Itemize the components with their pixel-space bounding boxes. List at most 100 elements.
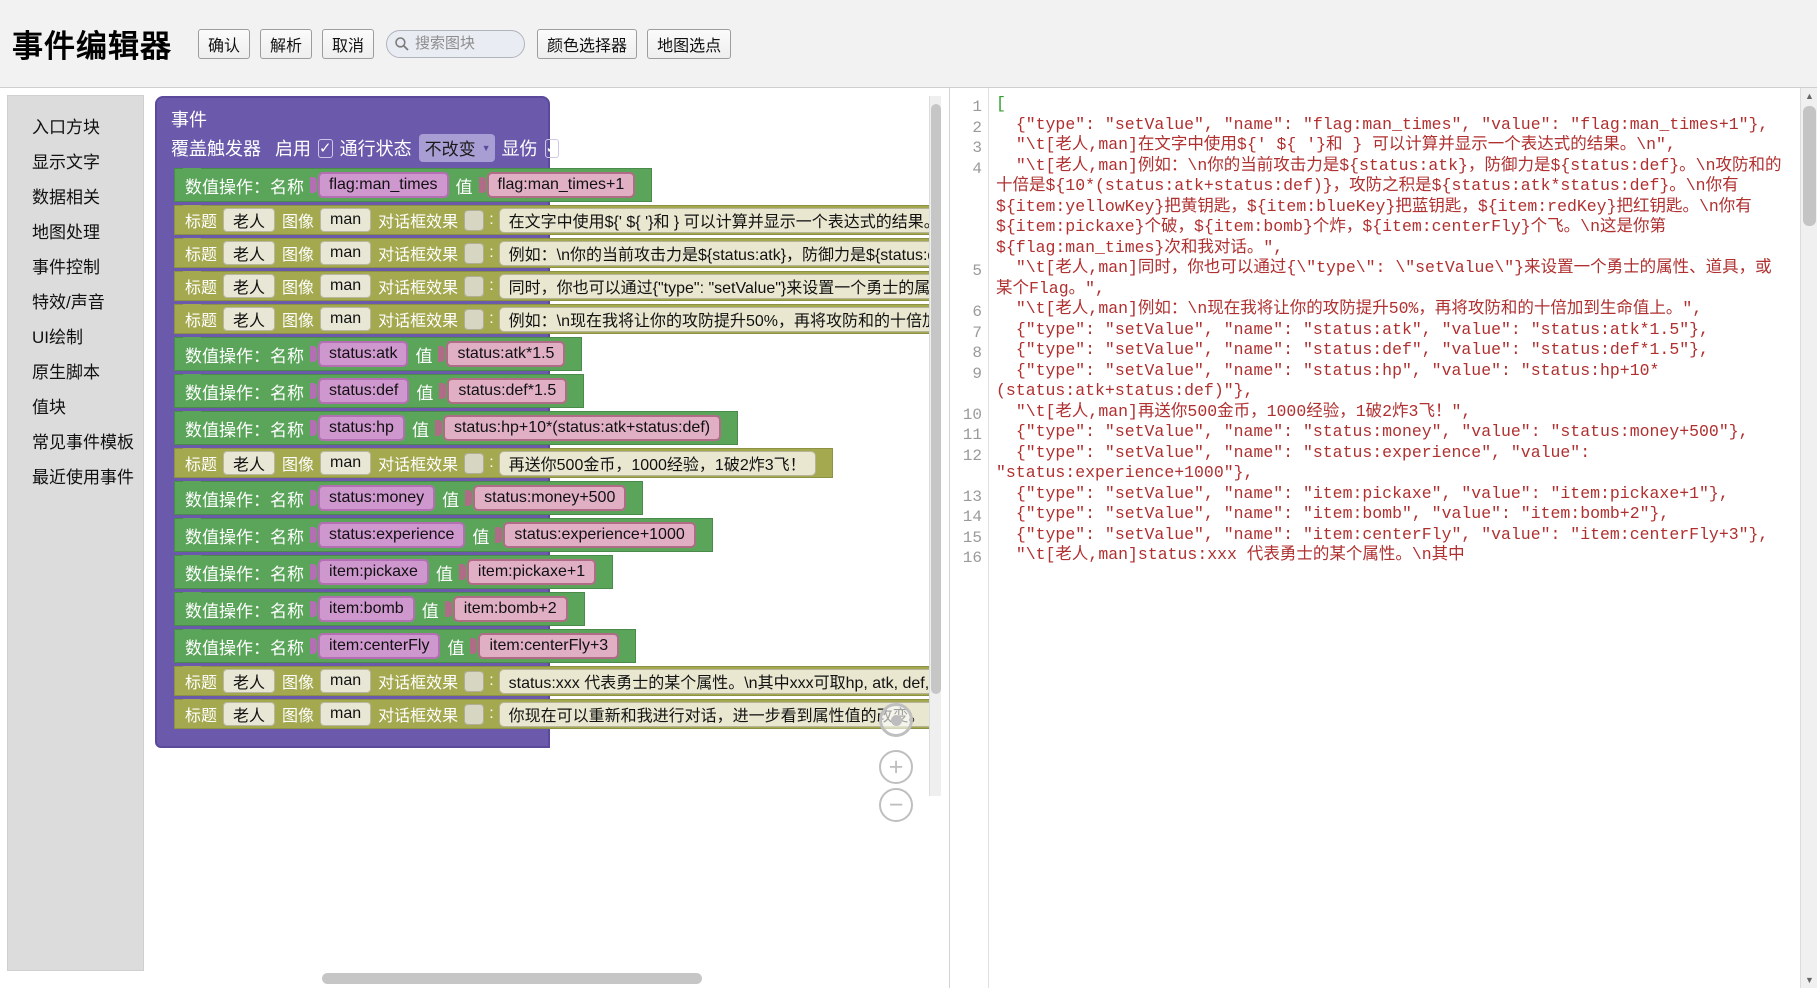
message-field[interactable]: 再送你500金币，1000经验，1破2炸3飞！ bbox=[498, 450, 816, 476]
pass-state-dropdown[interactable]: 不改变 ▼ bbox=[418, 134, 495, 162]
num-op-value-field[interactable]: flag:man_times+1 bbox=[486, 172, 636, 198]
event-root-block[interactable]: 事件 覆盖触发器 启用 ✓ 通行状态 不改变 ▼ 显伤 ✓ 数值操作：名称 fla… bbox=[155, 96, 941, 748]
num-op-value-field[interactable]: status:experience+1000 bbox=[503, 522, 696, 548]
color-picker-button[interactable]: 颜色选择器 bbox=[537, 28, 638, 59]
workspace-horizontal-scrollbar[interactable] bbox=[322, 973, 702, 984]
image-field[interactable]: man bbox=[320, 274, 372, 298]
show-text-block[interactable]: 标题 老人 图像 man 对话框效果: 例如：\n你的当前攻击力是${status:atk… bbox=[174, 238, 941, 268]
confirm-button[interactable]: 确认 bbox=[198, 28, 251, 59]
num-op-name-field[interactable]: flag:man_times bbox=[318, 172, 449, 198]
show-text-block[interactable]: 标题 老人 图像 man 对话框效果: 你现在可以重新和我进行对话，进一步看到属性值的改变… bbox=[174, 699, 941, 729]
box-effect-toggle[interactable] bbox=[464, 670, 485, 692]
box-effect-toggle[interactable] bbox=[464, 452, 485, 474]
search-box[interactable] bbox=[386, 29, 526, 58]
sidebar-item-entry-block[interactable]: 入口方块 bbox=[32, 118, 100, 137]
num-op-block[interactable]: 数值操作：名称 item:centerFly 值 item:centerFly+3 bbox=[174, 629, 637, 663]
speaker-field[interactable]: 老人 bbox=[223, 669, 276, 693]
sidebar-item-ui-draw[interactable]: UI绘制 bbox=[32, 328, 83, 347]
show-text-block[interactable]: 标题 老人 图像 man 对话框效果: 再送你500金币，1000经验，1破2炸3飞！ bbox=[174, 448, 833, 478]
message-field[interactable]: 在文字中使用${' ${ '}和 } 可以计算并显示一个表达式的结果。\n bbox=[498, 207, 941, 233]
sidebar-item-templates[interactable]: 常见事件模板 bbox=[32, 433, 134, 452]
num-op-name-field[interactable]: status:money bbox=[318, 485, 436, 511]
num-op-name-field[interactable]: item:bomb bbox=[318, 596, 415, 622]
num-op-block[interactable]: 数值操作：名称 flag:man_times 值 flag:man_times+1 bbox=[174, 168, 653, 202]
show-text-block[interactable]: 标题 老人 图像 man 对话框效果: 同时，你也可以通过{"type": "setVal… bbox=[174, 271, 941, 301]
message-field[interactable]: 同时，你也可以通过{"type": "setValue"}来设置一个勇士的属性、… bbox=[498, 273, 941, 299]
image-field[interactable]: man bbox=[320, 208, 372, 232]
num-op-value-field[interactable]: item:pickaxe+1 bbox=[466, 559, 597, 585]
num-op-block[interactable]: 数值操作：名称 item:pickaxe 值 item:pickaxe+1 bbox=[174, 555, 614, 589]
box-effect-toggle[interactable] bbox=[464, 242, 485, 264]
num-op-name-field[interactable]: status:atk bbox=[318, 341, 409, 367]
json-preview-panel[interactable]: 1 2 3 4 5 6 7 8 9 10 11 12 13 14 15 16 [ {"type": "setV… bbox=[949, 88, 1817, 988]
image-field[interactable]: man bbox=[320, 669, 372, 693]
box-effect-toggle[interactable] bbox=[464, 703, 485, 725]
num-op-value-field[interactable]: status:money+500 bbox=[473, 485, 627, 511]
sidebar-item-data[interactable]: 数据相关 bbox=[32, 188, 100, 207]
sidebar-item-event-control[interactable]: 事件控制 bbox=[32, 258, 100, 277]
sidebar-item-effects-sound[interactable]: 特效/声音 bbox=[32, 293, 105, 312]
message-field[interactable]: 例如：\n你的当前攻击力是${status:atk}，防御力是${status:… bbox=[498, 240, 941, 266]
num-op-block[interactable]: 数值操作：名称 item:bomb 值 item:bomb+2 bbox=[174, 592, 585, 626]
recenter-icon[interactable] bbox=[879, 703, 913, 737]
damage-checkbox[interactable]: ✓ bbox=[544, 138, 560, 158]
speaker-field[interactable]: 老人 bbox=[223, 702, 276, 726]
parse-button[interactable]: 解析 bbox=[260, 28, 313, 59]
blockly-workspace[interactable]: 事件 覆盖触发器 启用 ✓ 通行状态 不改变 ▼ 显伤 ✓ 数值操作：名称 fla… bbox=[146, 88, 941, 988]
show-text-block[interactable]: 标题 老人 图像 man 对话框效果: 在文字中使用${' ${ '}和 } 可以计算并显… bbox=[174, 205, 941, 235]
box-effect-toggle[interactable] bbox=[464, 275, 485, 297]
speaker-field[interactable]: 老人 bbox=[223, 451, 276, 475]
num-op-value-field[interactable]: item:bomb+2 bbox=[452, 596, 568, 622]
scroll-down-icon[interactable]: ▼ bbox=[1801, 972, 1817, 988]
json-code-text[interactable]: [ {"type": "setValue", "name": "flag:man… bbox=[990, 88, 1795, 988]
speaker-field[interactable]: 老人 bbox=[223, 241, 276, 265]
map-point-button[interactable]: 地图选点 bbox=[647, 28, 732, 59]
num-op-block[interactable]: 数值操作：名称 status:def 值 status:def*1.5 bbox=[174, 374, 585, 408]
speaker-field[interactable]: 老人 bbox=[223, 307, 276, 331]
scroll-up-icon[interactable]: ▲ bbox=[1801, 88, 1817, 104]
sidebar-item-recent[interactable]: 最近使用事件 bbox=[32, 468, 134, 487]
speaker-field[interactable]: 老人 bbox=[223, 208, 276, 232]
num-op-name-field[interactable]: status:def bbox=[318, 378, 410, 404]
scrollbar-thumb[interactable] bbox=[931, 104, 941, 694]
message-field[interactable]: 你现在可以重新和我进行对话，进一步看到属性值的改变。 bbox=[498, 701, 935, 727]
sidebar-item-value-block[interactable]: 值块 bbox=[32, 398, 66, 417]
json-vertical-scrollbar[interactable]: ▲ ▼ bbox=[1800, 88, 1817, 988]
num-op-name-field[interactable]: status:hp bbox=[318, 415, 405, 441]
zoom-in-button[interactable]: + bbox=[879, 750, 913, 784]
search-input[interactable] bbox=[413, 34, 518, 53]
sidebar-item-map[interactable]: 地图处理 bbox=[32, 223, 100, 242]
speaker-field[interactable]: 老人 bbox=[223, 274, 276, 298]
show-text-block[interactable]: 标题 老人 图像 man 对话框效果: 例如：\n现在我将让你的攻防提升50%，再将攻防和… bbox=[174, 304, 941, 334]
num-op-block[interactable]: 数值操作：名称 status:money 值 status:money+500 bbox=[174, 481, 644, 515]
scrollbar-thumb[interactable] bbox=[1803, 106, 1816, 226]
sidebar-item-native-script[interactable]: 原生脚本 bbox=[32, 363, 100, 382]
num-op-name-field[interactable]: item:pickaxe bbox=[318, 559, 429, 585]
num-op-name-field[interactable]: status:experience bbox=[318, 522, 466, 548]
num-op-value-field[interactable]: status:def*1.5 bbox=[447, 378, 568, 404]
sidebar-item-show-text[interactable]: 显示文字 bbox=[32, 153, 100, 172]
zoom-out-button[interactable]: − bbox=[879, 788, 913, 822]
num-op-name-field[interactable]: item:centerFly bbox=[318, 633, 441, 659]
cancel-button[interactable]: 取消 bbox=[322, 28, 375, 59]
workspace-vertical-scrollbar[interactable] bbox=[929, 96, 941, 796]
num-op-block[interactable]: 数值操作：名称 status:atk 值 status:atk*1.5 bbox=[174, 337, 583, 371]
num-op-block[interactable]: 数值操作：名称 status:experience 值 status:experien… bbox=[174, 518, 713, 552]
box-effect-toggle[interactable] bbox=[464, 209, 485, 231]
box-effect-toggle[interactable] bbox=[464, 308, 485, 330]
num-op-value-field[interactable]: status:atk*1.5 bbox=[446, 341, 566, 367]
num-op-value-field[interactable]: item:centerFly+3 bbox=[478, 633, 620, 659]
line-number: 7 bbox=[972, 323, 982, 342]
enable-checkbox[interactable]: ✓ bbox=[318, 138, 333, 158]
image-field[interactable]: man bbox=[320, 451, 372, 475]
num-op-block[interactable]: 数值操作：名称 status:hp 值 status:hp+10*(status:at… bbox=[174, 411, 739, 445]
message-field[interactable]: 例如：\n现在我将让你的攻防提升50%，再将攻防和的十倍加到生命 bbox=[498, 306, 941, 332]
image-field[interactable]: man bbox=[320, 241, 372, 265]
image-field[interactable]: man bbox=[320, 307, 372, 331]
image-field[interactable]: man bbox=[320, 702, 372, 726]
show-text-block[interactable]: 标题 老人 图像 man 对话框效果: status:xxx 代表勇士的某个属性。\n其中… bbox=[174, 666, 941, 696]
num-op-value-field[interactable]: status:hp+10*(status:atk+status:def) bbox=[442, 415, 722, 441]
image-label: 图像 bbox=[282, 457, 315, 474]
line-number-gutter: 1 2 3 4 5 6 7 8 9 10 11 12 13 14 15 16 bbox=[950, 88, 989, 988]
message-field[interactable]: status:xxx 代表勇士的某个属性。\n其中xxx可取hp, atk, d… bbox=[498, 668, 941, 694]
